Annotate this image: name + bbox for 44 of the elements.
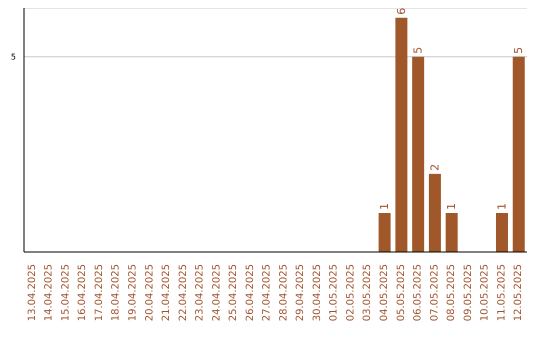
data-label: 5 [412, 46, 425, 54]
data-label: 6 [394, 8, 408, 15]
x-tick-label: 05.05.2025 [396, 264, 407, 322]
x-tick-label: 20.04.2025 [144, 264, 156, 322]
x-tick-label: 17.04.2025 [94, 264, 105, 322]
x-tick-label: 25.04.2025 [228, 264, 240, 322]
x-tick-label: 23.04.2025 [194, 264, 206, 322]
bar [428, 174, 441, 252]
x-tick-label: 11.05.2025 [496, 264, 508, 322]
x-tick-label: 07.05.2025 [429, 264, 440, 322]
bar [512, 56, 525, 252]
data-label: 1 [495, 202, 508, 210]
x-tick-label: 24.04.2025 [211, 264, 222, 322]
x-tick-label: 06.05.2025 [412, 264, 424, 322]
x-tick-label: 15.04.2025 [60, 264, 72, 322]
bar [395, 18, 408, 252]
x-tick-label: 30.04.2025 [312, 264, 323, 322]
x-tick-label: 16.04.2025 [77, 264, 88, 322]
x-tick-label: 04.05.2025 [378, 264, 390, 322]
data-label: 5 [512, 46, 526, 54]
x-tick-label: 27.04.2025 [262, 264, 273, 322]
data-label: 1 [445, 202, 458, 210]
bar [496, 212, 508, 252]
x-tick-label: 26.04.2025 [244, 264, 256, 322]
x-tick-label: 13.04.2025 [26, 264, 38, 322]
data-label: 2 [428, 164, 442, 171]
x-tick-label: 09.05.2025 [462, 264, 474, 322]
x-tick-label: 14.04.2025 [44, 264, 55, 322]
x-tick-label: 18.04.2025 [110, 264, 122, 322]
x-tick-label: 01.05.2025 [328, 264, 340, 322]
bar [378, 212, 391, 252]
bar [446, 212, 458, 252]
x-tick-label: 08.05.2025 [446, 264, 458, 322]
bar [412, 56, 424, 252]
x-tick-label: 12.05.2025 [513, 264, 524, 322]
x-tick-label: 29.04.2025 [295, 264, 306, 322]
x-tick-label: 22.04.2025 [178, 264, 189, 322]
x-tick-label: 19.04.2025 [127, 264, 138, 322]
data-label: 1 [378, 202, 392, 210]
x-tick-label: 03.05.2025 [362, 264, 374, 322]
x-tick-label: 28.04.2025 [278, 264, 290, 322]
x-tick-label: 10.05.2025 [480, 264, 491, 322]
x-tick-label: 02.05.2025 [345, 264, 356, 322]
x-tick-label: 21.04.2025 [161, 264, 172, 322]
